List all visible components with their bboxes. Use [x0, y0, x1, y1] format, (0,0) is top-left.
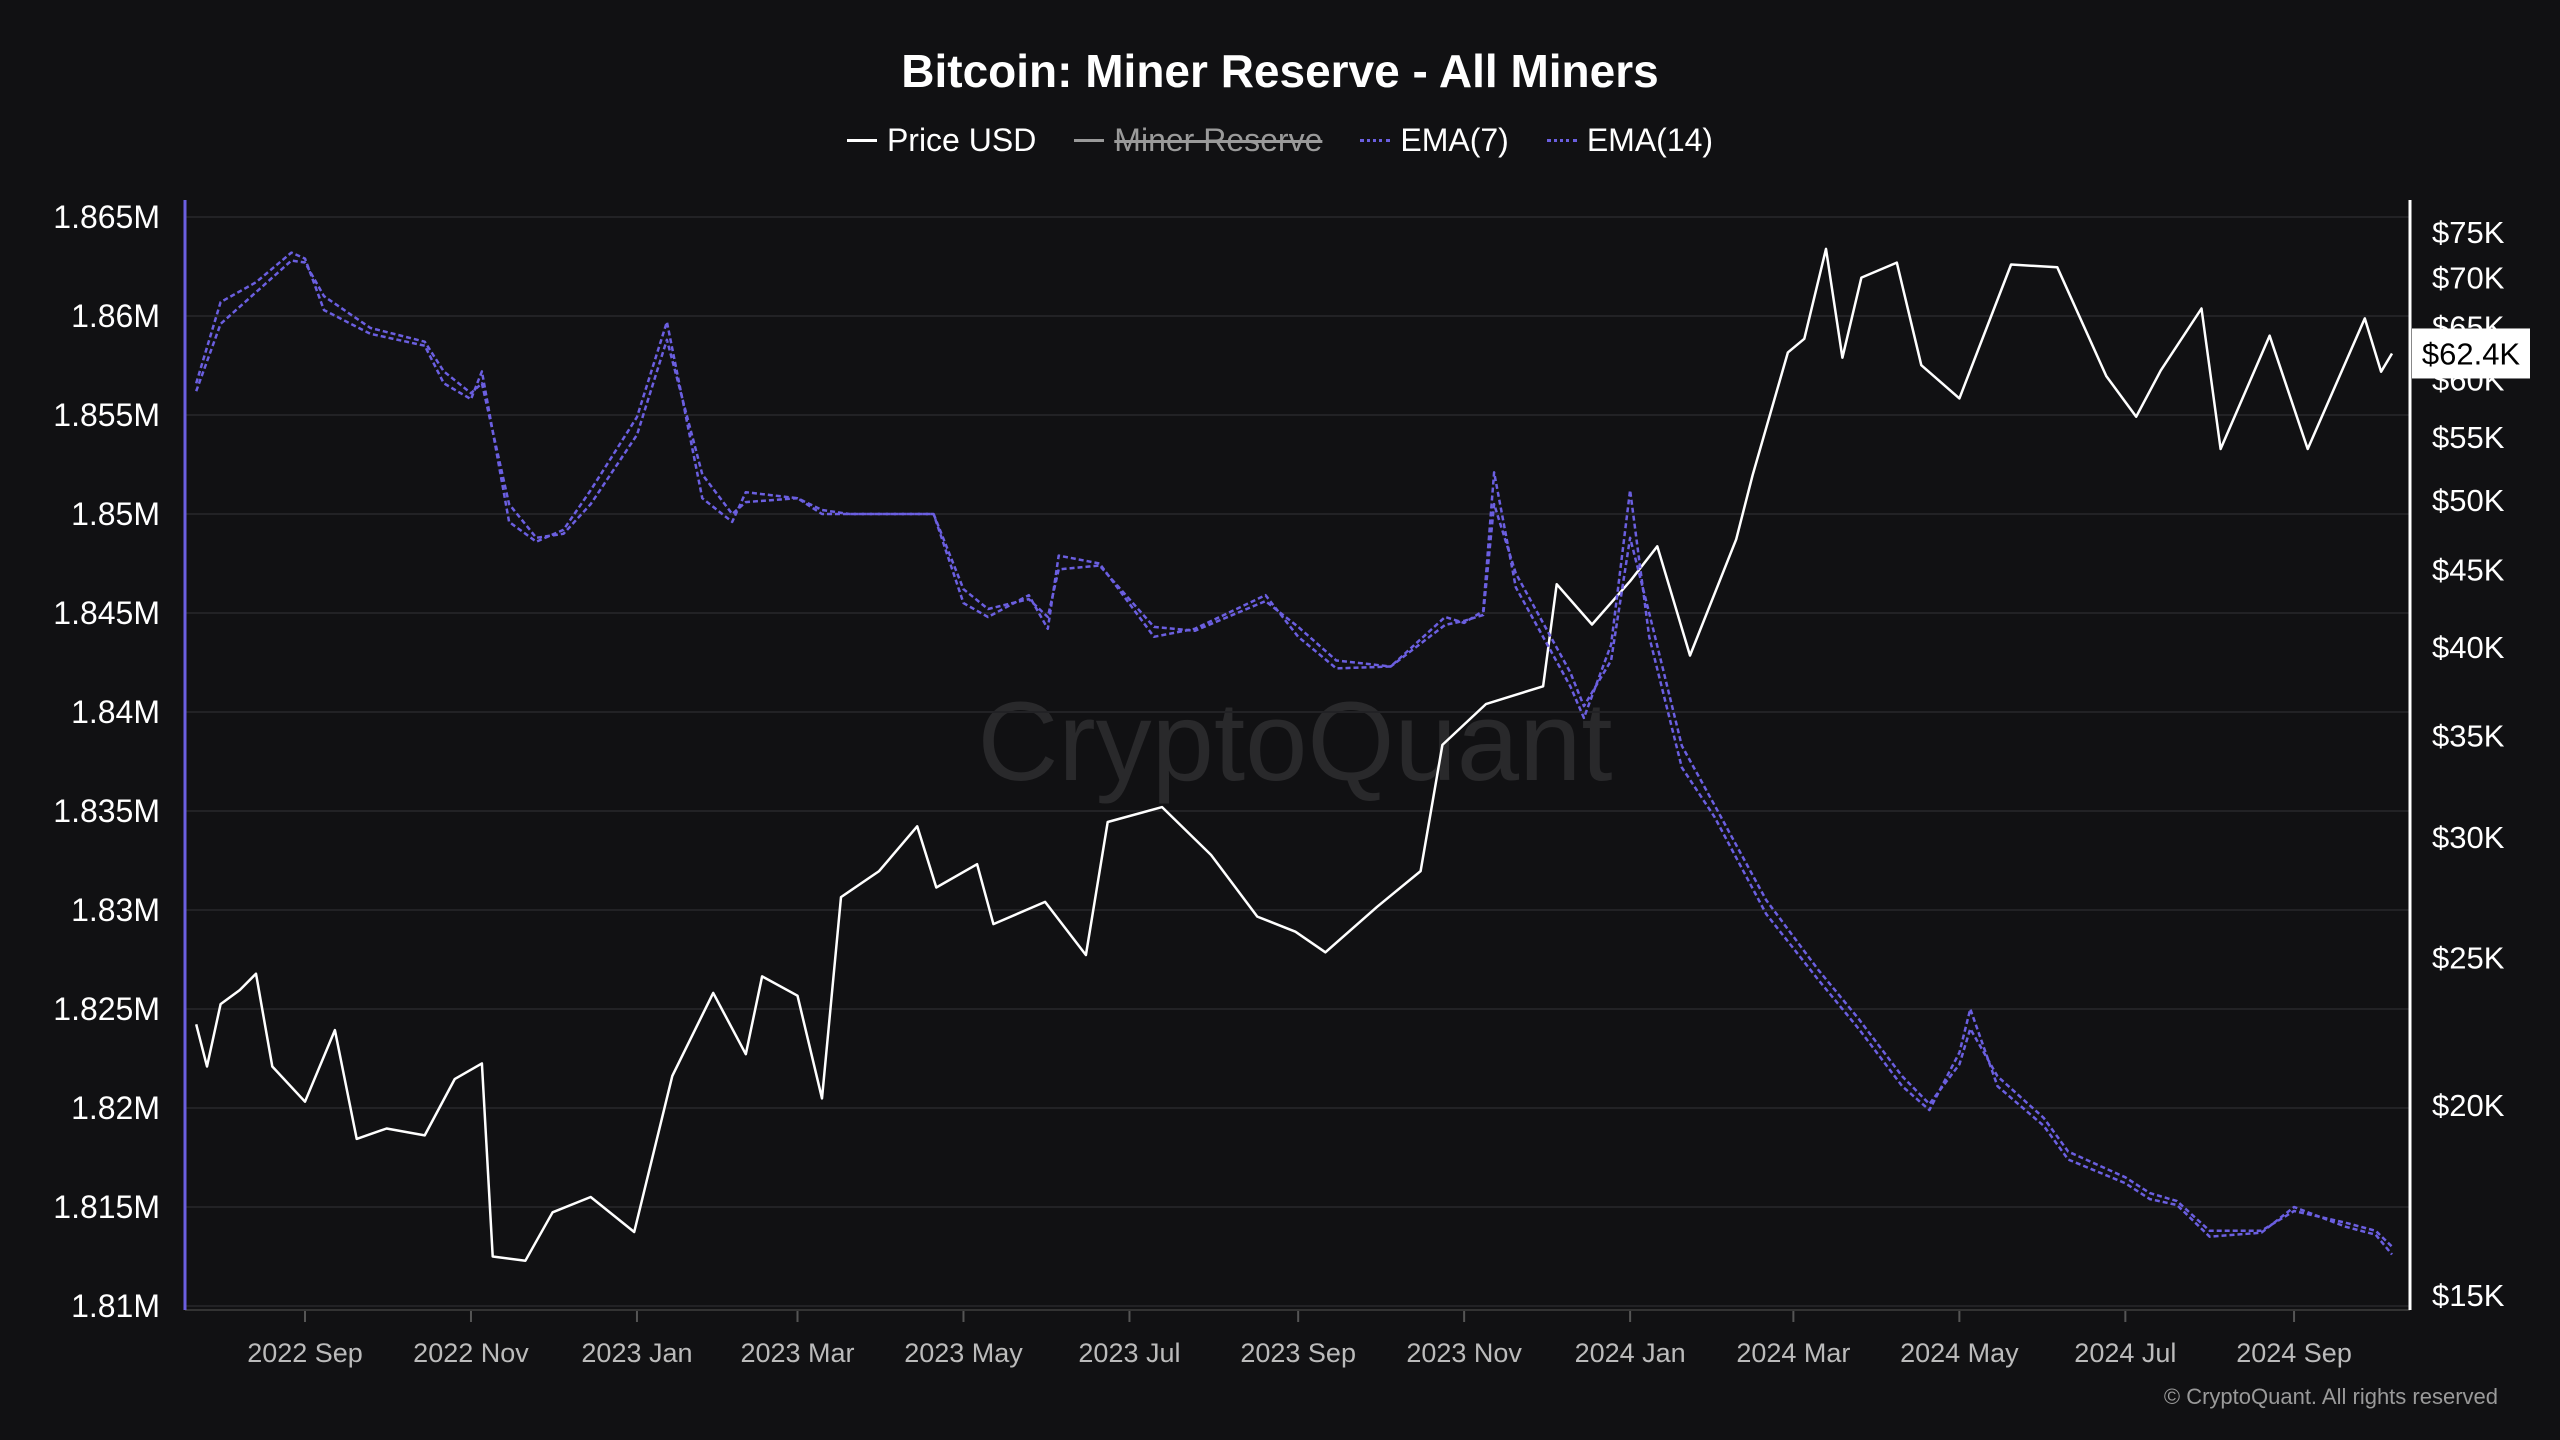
- left-axis-tick-label: 1.865M: [53, 199, 160, 235]
- right-axis-tick-label: $30K: [2432, 820, 2505, 855]
- right-axis-tick-label: $45K: [2432, 552, 2505, 587]
- right-axis-tick-label: $75K: [2432, 215, 2505, 250]
- legend: Price USD Miner Reserve EMA(7) EMA(14): [0, 122, 2560, 159]
- left-axis-tick-label: 1.85M: [71, 496, 160, 532]
- left-axis-tick-label: 1.82M: [71, 1090, 160, 1126]
- left-axis-tick-label: 1.845M: [53, 595, 160, 631]
- left-axis-tick-label: 1.835M: [53, 793, 160, 829]
- x-axis-tick-label: 2023 Jul: [1078, 1338, 1180, 1368]
- legend-item-ema7[interactable]: EMA(7): [1360, 122, 1509, 159]
- last-price-tag: [2412, 328, 2530, 379]
- left-axis-tick-label: 1.84M: [71, 694, 160, 730]
- series-line-ema-14-: [195, 259, 2393, 1248]
- right-axis-tick-label: $55K: [2432, 420, 2505, 455]
- series-line-price-usd: [194, 247, 2394, 1262]
- x-axis-tick-label: 2022 Nov: [413, 1338, 529, 1368]
- x-axis-tick-label: 2024 Jul: [2074, 1338, 2176, 1368]
- x-axis-tick-label: 2024 Sep: [2236, 1338, 2352, 1368]
- legend-swatch: [1360, 139, 1391, 142]
- legend-item-miner-reserve[interactable]: Miner Reserve: [1074, 122, 1322, 159]
- x-axis-tick-label: 2023 Mar: [740, 1338, 854, 1368]
- left-axis-tick-label: 1.855M: [53, 397, 160, 433]
- legend-swatch: [1074, 139, 1105, 142]
- x-axis-tick-label: 2023 Jan: [581, 1338, 692, 1368]
- last-price-label: $62.4K: [2422, 336, 2521, 371]
- legend-item-price[interactable]: Price USD: [846, 122, 1037, 159]
- right-axis-tick-label: $25K: [2432, 941, 2505, 976]
- legend-label: EMA(7): [1400, 122, 1509, 158]
- left-axis-tick-label: 1.815M: [53, 1189, 160, 1225]
- left-axis-tick-label: 1.83M: [71, 892, 160, 928]
- x-axis-tick-label: 2022 Sep: [247, 1338, 363, 1368]
- x-axis-tick-label: 2023 May: [904, 1338, 1023, 1368]
- series-line-ema-7-: [195, 251, 2393, 1256]
- legend-label: EMA(14): [1586, 122, 1714, 158]
- copyright: © CryptoQuant. All rights reserved: [2163, 1384, 2498, 1409]
- x-axis-tick-label: 2024 Mar: [1736, 1338, 1850, 1368]
- right-axis-tick-label: $35K: [2432, 718, 2505, 753]
- left-axis-tick-label: 1.86M: [71, 298, 160, 334]
- right-axis-tick-label: $40K: [2432, 630, 2505, 665]
- watermark: CryptoQuant: [978, 679, 1613, 804]
- legend-item-ema14[interactable]: EMA(14): [1546, 122, 1714, 159]
- x-axis-tick-label: 2024 Jan: [1575, 1338, 1686, 1368]
- left-axis-tick-label: 1.81M: [71, 1288, 160, 1324]
- x-axis-tick-label: 2023 Sep: [1240, 1338, 1356, 1368]
- right-axis-tick-label: $15K: [2432, 1278, 2505, 1313]
- legend-swatch: [1546, 139, 1577, 142]
- right-axis-tick-label: $20K: [2432, 1088, 2505, 1123]
- right-axis-tick-label: $70K: [2432, 261, 2505, 296]
- legend-swatch: [846, 139, 877, 142]
- right-axis-tick-label: $50K: [2432, 483, 2505, 518]
- chart-title: Bitcoin: Miner Reserve - All Miners: [901, 45, 1659, 97]
- legend-label: Miner Reserve: [1114, 122, 1323, 158]
- legend-label: Price USD: [886, 122, 1037, 158]
- left-axis-tick-label: 1.825M: [53, 991, 160, 1027]
- x-axis-tick-label: 2024 May: [1900, 1338, 2019, 1368]
- x-axis-tick-label: 2023 Nov: [1406, 1338, 1522, 1368]
